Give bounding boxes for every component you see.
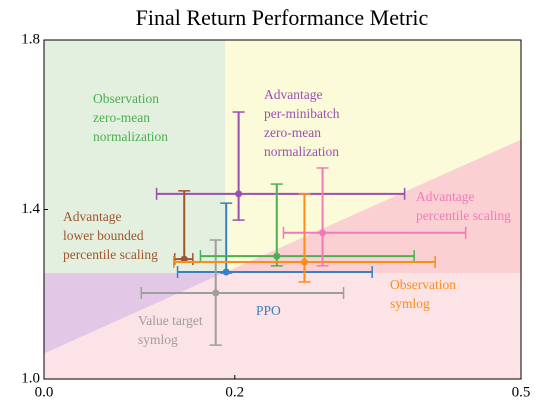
point — [235, 190, 243, 198]
y-tick-label: 1.8 — [21, 31, 40, 47]
x-tick-label: 0.0 — [35, 384, 54, 400]
series-label: per-minibatch — [264, 106, 340, 121]
point — [300, 258, 308, 266]
series-label: Advantage — [416, 189, 474, 204]
series-label: Observation — [93, 91, 159, 106]
y-tick-label: 1.4 — [21, 201, 40, 217]
x-tick-label: 0.5 — [512, 384, 531, 400]
series-label: zero-mean — [264, 125, 321, 140]
region-lower-right — [223, 139, 522, 274]
series-label: Advantage — [264, 87, 322, 102]
region-upper-left — [44, 40, 226, 274]
chart-title: Final Return Performance Metric — [136, 5, 429, 30]
plot-frame — [43, 39, 522, 380]
series-label: symlog — [390, 296, 430, 311]
series-label: normalization — [93, 129, 168, 144]
x-tick-label: 0.2 — [225, 384, 244, 400]
point — [319, 229, 327, 237]
point — [273, 252, 281, 260]
point — [180, 255, 188, 263]
region-upper-right — [225, 40, 521, 274]
series-label: symlog — [138, 332, 178, 347]
series-label: PPO — [256, 303, 281, 318]
point — [222, 268, 230, 276]
series-label: Value target — [138, 313, 203, 328]
series-label: percentile scaling — [416, 208, 511, 223]
series-label: zero-mean — [93, 110, 150, 125]
series-label: Advantage — [63, 209, 121, 224]
y-tick-label: 1.0 — [21, 370, 40, 386]
series-label: normalization — [264, 144, 339, 159]
point — [212, 289, 220, 297]
series-label: Observation — [390, 277, 456, 292]
region-bottom — [44, 273, 521, 379]
series-label: lower bounded — [63, 228, 144, 243]
series-label: percentile scaling — [63, 247, 158, 262]
